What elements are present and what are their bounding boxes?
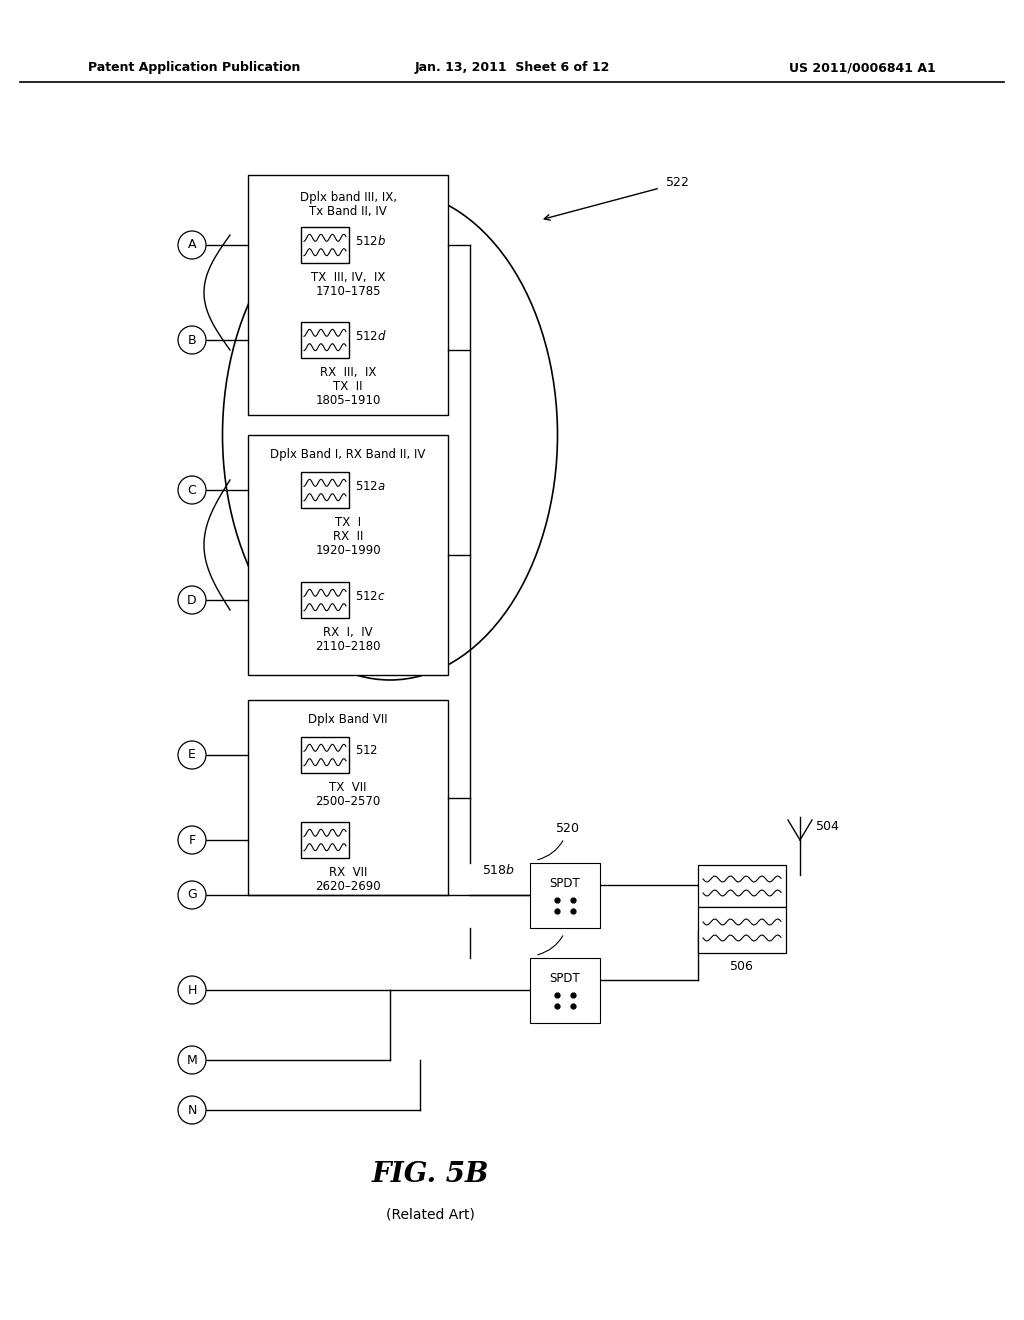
Text: SPDT: SPDT — [550, 972, 581, 985]
Text: G: G — [187, 888, 197, 902]
Text: US 2011/0006841 A1: US 2011/0006841 A1 — [790, 62, 936, 74]
Circle shape — [178, 1096, 206, 1125]
Text: $\mathit{512}$: $\mathit{512}$ — [355, 744, 378, 758]
Text: (Related Art): (Related Art) — [386, 1208, 474, 1222]
Text: SPDT: SPDT — [550, 876, 581, 890]
Bar — [530, 862, 600, 928]
Circle shape — [178, 326, 206, 354]
Text: $\mathit{506}$: $\mathit{506}$ — [729, 960, 755, 973]
Circle shape — [178, 826, 206, 854]
Bar — [248, 176, 449, 414]
Text: E: E — [188, 748, 196, 762]
Bar — [248, 436, 449, 675]
Text: $\mathit{512c}$: $\mathit{512c}$ — [355, 590, 386, 602]
Text: 2110–2180: 2110–2180 — [315, 640, 381, 653]
Text: 1920–1990: 1920–1990 — [315, 544, 381, 557]
Text: Dplx Band VII: Dplx Band VII — [308, 713, 388, 726]
Text: TX  VII: TX VII — [330, 781, 367, 795]
Text: 1805–1910: 1805–1910 — [315, 393, 381, 407]
Text: TX  II: TX II — [333, 380, 362, 393]
Text: FIG. 5B: FIG. 5B — [372, 1162, 488, 1188]
Circle shape — [178, 880, 206, 909]
Text: $\mathit{526}$: $\mathit{526}$ — [538, 917, 580, 954]
Text: Jan. 13, 2011  Sheet 6 of 12: Jan. 13, 2011 Sheet 6 of 12 — [415, 62, 609, 74]
Text: Tx Band II, IV: Tx Band II, IV — [309, 205, 387, 218]
Text: N: N — [187, 1104, 197, 1117]
Text: B: B — [187, 334, 197, 346]
Text: M: M — [186, 1053, 198, 1067]
Text: $\mathit{512b}$: $\mathit{512b}$ — [355, 234, 386, 248]
Text: $\mathit{512d}$: $\mathit{512d}$ — [355, 329, 387, 343]
Text: RX  I,  IV: RX I, IV — [324, 626, 373, 639]
Text: $\mathit{518b}$: $\mathit{518b}$ — [482, 863, 515, 876]
Text: $\mathit{504}$: $\mathit{504}$ — [815, 821, 840, 833]
Text: 1710–1785: 1710–1785 — [315, 285, 381, 298]
Bar — [248, 700, 449, 895]
Text: TX  III, IV,  IX: TX III, IV, IX — [311, 271, 385, 284]
Text: C: C — [187, 483, 197, 496]
Bar — [301, 227, 349, 263]
Text: RX  II: RX II — [333, 531, 364, 543]
Bar — [301, 322, 349, 358]
Circle shape — [178, 477, 206, 504]
Text: F: F — [188, 833, 196, 846]
Text: Patent Application Publication: Patent Application Publication — [88, 62, 300, 74]
Bar — [301, 737, 349, 774]
Text: $\mathit{520}$: $\mathit{520}$ — [538, 822, 580, 859]
Circle shape — [178, 741, 206, 770]
Bar — [301, 582, 349, 618]
Text: 2620–2690: 2620–2690 — [315, 880, 381, 894]
Text: Dplx Band I, RX Band II, IV: Dplx Band I, RX Band II, IV — [270, 447, 426, 461]
Text: RX  III,  IX: RX III, IX — [319, 366, 376, 379]
Text: $\mathit{512a}$: $\mathit{512a}$ — [355, 479, 386, 492]
Text: $\mathit{522}$: $\mathit{522}$ — [665, 177, 689, 190]
Text: 2500–2570: 2500–2570 — [315, 795, 381, 808]
Bar — [301, 473, 349, 508]
Bar — [301, 822, 349, 858]
Circle shape — [178, 586, 206, 614]
Text: A: A — [187, 239, 197, 252]
Bar — [530, 957, 600, 1023]
Text: D: D — [187, 594, 197, 606]
Text: H: H — [187, 983, 197, 997]
Circle shape — [178, 975, 206, 1005]
Circle shape — [178, 231, 206, 259]
Text: Dplx band III, IX,: Dplx band III, IX, — [299, 191, 396, 205]
Text: RX  VII: RX VII — [329, 866, 368, 879]
Bar — [698, 865, 786, 907]
Bar — [698, 907, 786, 953]
Text: TX  I: TX I — [335, 516, 361, 529]
Circle shape — [178, 1045, 206, 1074]
